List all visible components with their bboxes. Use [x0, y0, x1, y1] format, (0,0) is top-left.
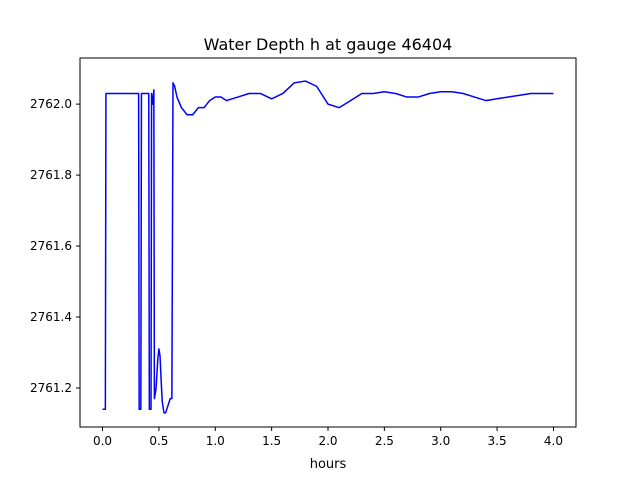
x-axis-label: hours [310, 457, 347, 472]
y-tick-label: 2761.4 [30, 310, 72, 324]
x-tick-label: 3.0 [431, 434, 450, 448]
x-tick-label: 1.5 [262, 434, 281, 448]
x-tick-label: 1.0 [206, 434, 225, 448]
y-tick-label: 2762.0 [30, 97, 72, 111]
x-tick-label: 2.0 [318, 434, 337, 448]
y-tick-label: 2761.8 [30, 168, 72, 182]
x-tick-label: 3.5 [488, 434, 507, 448]
y-tick-label: 2761.2 [30, 381, 72, 395]
x-tick-label: 4.0 [544, 434, 563, 448]
y-tick-label: 2761.6 [30, 239, 72, 253]
plot-area [102, 80, 554, 414]
x-tick-label: 0.5 [149, 434, 168, 448]
series-line [102, 80, 554, 414]
x-tick-label: 2.5 [375, 434, 394, 448]
chart-title: Water Depth h at gauge 46404 [204, 35, 453, 54]
x-axis: 0.0 0.5 1.0 1.5 2.0 2.5 3.0 3.5 4.0 [93, 427, 563, 448]
y-axis: 2761.2 2761.4 2761.6 2761.8 2762.0 [30, 97, 80, 395]
x-tick-label: 0.0 [93, 434, 112, 448]
